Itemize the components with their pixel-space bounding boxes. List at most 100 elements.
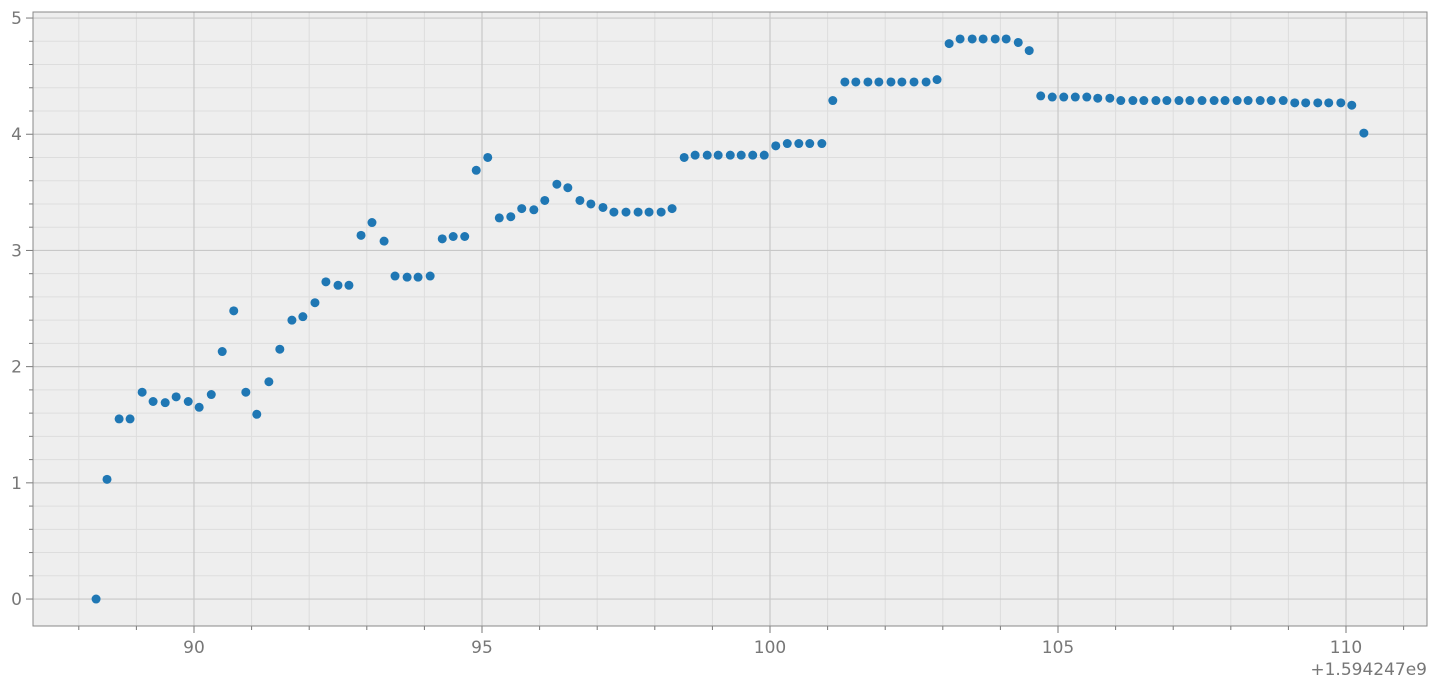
point (1347, 100, 1357, 110)
point (805, 139, 815, 149)
point (679, 152, 689, 162)
point (275, 344, 285, 354)
point (287, 315, 297, 325)
point (437, 234, 447, 244)
point (667, 204, 677, 214)
point (321, 277, 331, 287)
point (425, 271, 435, 281)
point (840, 77, 850, 87)
point (1336, 98, 1346, 108)
point (575, 195, 585, 205)
point (506, 212, 516, 222)
point (1359, 128, 1369, 138)
point (194, 402, 204, 412)
point (229, 306, 239, 316)
point (356, 230, 366, 240)
point (1197, 96, 1207, 106)
point (702, 150, 712, 160)
point (1128, 96, 1138, 106)
point (955, 34, 965, 44)
point (160, 398, 170, 408)
point (367, 218, 377, 228)
point (851, 77, 861, 87)
point (252, 409, 262, 419)
plot-area (33, 12, 1427, 626)
point (1047, 92, 1057, 102)
x-tick-label: 105 (1042, 638, 1074, 658)
point (91, 594, 101, 604)
point (102, 474, 112, 484)
point (1105, 93, 1115, 103)
plot-frame (32, 11, 1428, 627)
point (1093, 93, 1103, 103)
point (494, 213, 504, 223)
point (1070, 92, 1080, 102)
point (621, 207, 631, 217)
y-tick-label: 0 (11, 590, 22, 610)
point (1301, 98, 1311, 108)
point (1324, 98, 1334, 108)
point (725, 150, 735, 160)
point (736, 150, 746, 160)
point (1116, 96, 1126, 106)
x-tick-label: 95 (471, 638, 493, 658)
point (1162, 96, 1172, 106)
y-tick-label: 1 (11, 474, 22, 494)
point (379, 236, 389, 246)
x-tick-label: 110 (1330, 638, 1362, 658)
point (782, 139, 792, 149)
point (690, 150, 700, 160)
point (402, 272, 412, 282)
point (529, 205, 539, 215)
y-tick-label: 5 (11, 9, 22, 29)
point (1139, 96, 1149, 106)
point (978, 34, 988, 44)
point (1278, 96, 1288, 106)
point (828, 96, 838, 106)
point (471, 165, 481, 175)
point (264, 377, 274, 387)
point (148, 397, 158, 407)
point (1232, 96, 1242, 106)
x-tick-label: 100 (754, 638, 786, 658)
point (1243, 96, 1253, 106)
y-tick-label: 3 (11, 241, 22, 261)
point (1185, 96, 1195, 106)
point (1082, 92, 1092, 102)
point (794, 139, 804, 149)
point (460, 231, 470, 241)
point (333, 280, 343, 290)
point (1174, 96, 1184, 106)
point (1313, 98, 1323, 108)
point (598, 202, 608, 212)
point (183, 397, 193, 407)
point (817, 139, 827, 149)
point (448, 231, 458, 241)
point (241, 387, 251, 397)
point (125, 414, 135, 424)
x-tick-label: 90 (183, 638, 205, 658)
point (644, 207, 654, 217)
point (552, 179, 562, 189)
point (1209, 96, 1219, 106)
point (921, 77, 931, 87)
point (748, 150, 758, 160)
point (1266, 96, 1276, 106)
point (344, 280, 354, 290)
point (1024, 46, 1034, 56)
point (886, 77, 896, 87)
point (1036, 91, 1046, 101)
point (413, 272, 423, 282)
x-offset-label: +1.594247e9 (1310, 660, 1427, 680)
point (967, 34, 977, 44)
point (771, 141, 781, 151)
point (932, 75, 942, 85)
point (909, 77, 919, 87)
point (713, 150, 723, 160)
point (310, 298, 320, 308)
point (1151, 96, 1161, 106)
point (863, 77, 873, 87)
point (874, 77, 884, 87)
point (759, 150, 769, 160)
